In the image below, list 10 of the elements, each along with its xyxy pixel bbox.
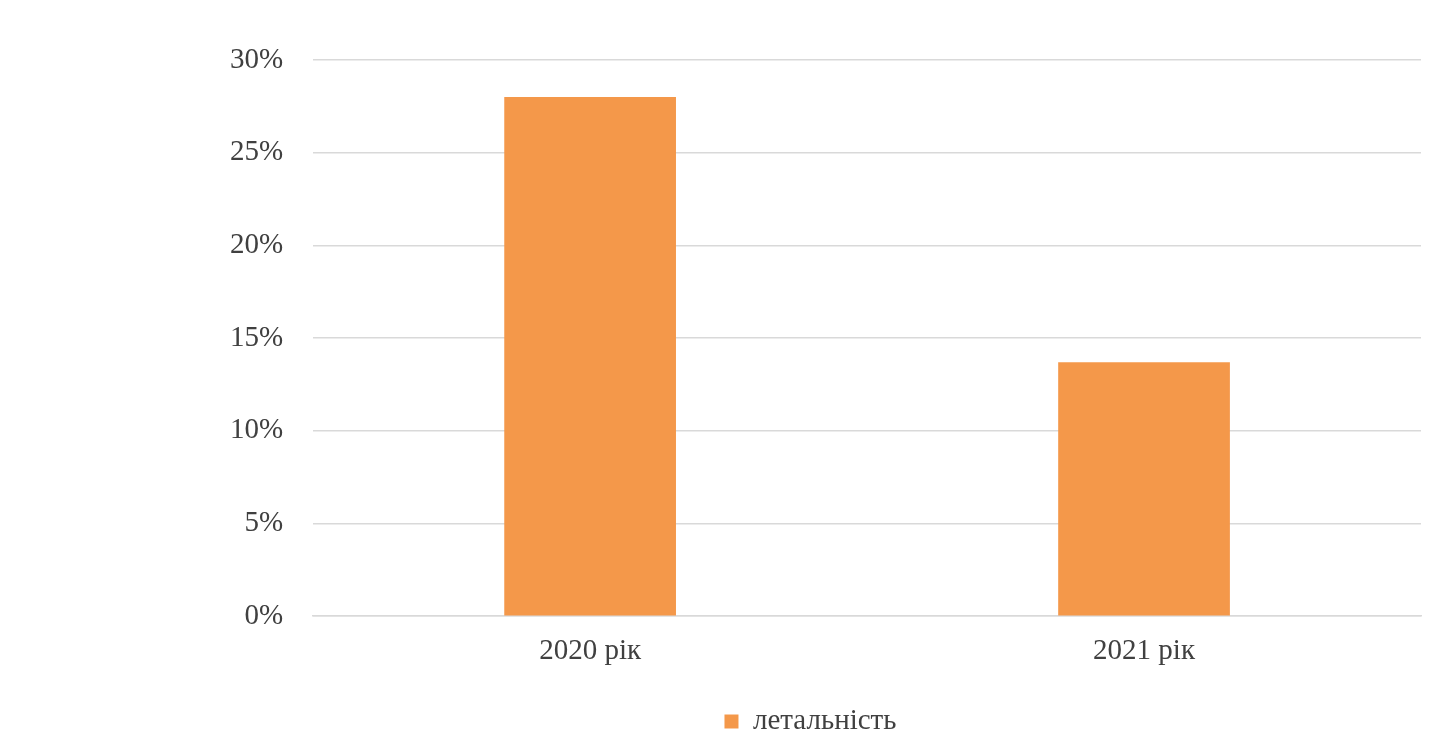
y-tick-label: 20%: [229, 227, 284, 260]
y-tick-label: 25%: [229, 134, 284, 167]
legend-label: летальність: [752, 703, 897, 736]
x-tick-label: 2020 рік: [539, 633, 642, 666]
y-tick-label: 10%: [229, 412, 284, 445]
y-tick-label: 15%: [229, 319, 284, 352]
x-tick-label: 2021 рік: [1093, 633, 1196, 666]
y-tick-label: 5%: [244, 505, 284, 538]
y-tick-label: 0%: [244, 597, 284, 630]
y-tick-label: 30%: [229, 41, 284, 74]
